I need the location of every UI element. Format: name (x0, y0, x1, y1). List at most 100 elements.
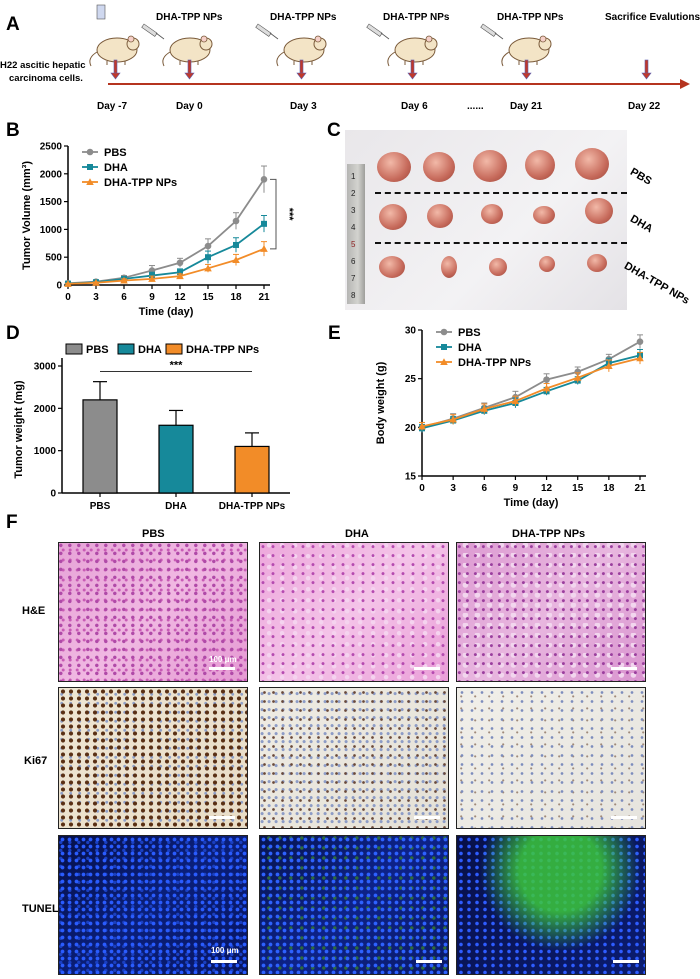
data-point (204, 264, 212, 272)
injection-label: DHA-TPP NPs (156, 12, 223, 23)
y-tick-label: 2000 (40, 169, 63, 180)
y-tick-label: 500 (45, 253, 62, 264)
legend-label: DHA-TPP NPs (186, 344, 259, 356)
micro-row-label: H&E (22, 605, 46, 617)
x-tick-label: 21 (258, 292, 270, 303)
day-label: Day 21 (510, 101, 543, 112)
y-axis-label: Body weight (g) (375, 361, 387, 444)
data-point (636, 354, 644, 362)
syringe-icon (141, 23, 165, 40)
micro-col-label: DHA (345, 528, 369, 540)
tumor (379, 204, 407, 230)
y-tick-label: 2000 (34, 404, 57, 415)
data-point (418, 422, 426, 430)
data-point (511, 397, 520, 405)
photo-row-label: PBS (628, 166, 654, 188)
photo-row-label: DHA (628, 213, 655, 236)
tumor (481, 204, 503, 224)
bar (234, 445, 270, 494)
x-tick-label: 18 (603, 483, 615, 494)
scale-label: 100 μm (211, 946, 239, 955)
legend-swatch (65, 343, 83, 355)
tunel-pbs-image: 100 μm (58, 835, 248, 975)
x-tick-label: 3 (93, 292, 99, 303)
tumor (539, 256, 555, 272)
tumor (377, 152, 411, 182)
x-tick-label: 12 (541, 483, 553, 494)
day-label: Day 3 (290, 101, 317, 112)
data-point (232, 217, 240, 225)
x-tick-label: 0 (65, 292, 71, 303)
data-point (605, 362, 613, 370)
legend-label: DHA (458, 342, 482, 354)
x-tick-label: 9 (513, 483, 519, 494)
he-pbs-image: 100 μm (58, 542, 248, 682)
legend-label: PBS (86, 344, 109, 356)
data-point (120, 276, 128, 284)
y-tick-label: 0 (50, 489, 56, 500)
x-tick-label: DHA-TPP NPs (219, 501, 286, 512)
legend-label: PBS (104, 147, 127, 159)
day-label: Day 6 (401, 101, 428, 112)
tumor (585, 198, 613, 224)
data-point (543, 376, 550, 383)
row-divider (375, 242, 627, 244)
data-point (205, 254, 211, 261)
bar (82, 399, 118, 494)
x-tick-label: 9 (149, 292, 155, 303)
day-label: Day 0 (176, 101, 203, 112)
data-point (480, 405, 489, 412)
panel-letter-b: B (6, 120, 20, 141)
tumor-volume-chart: 0 500 1000 1500 2000 2500 0 3 6 9 12 15 18 21 Time (da… (21, 142, 295, 319)
data-point (441, 344, 447, 350)
data-point (542, 384, 551, 392)
data-point (440, 328, 448, 336)
data-point (232, 256, 240, 263)
data-point (574, 368, 582, 376)
timeline-panel: H22 ascitic hepatic carcinoma cells. DHA… (0, 0, 700, 115)
legend-swatch (165, 343, 183, 355)
y-tick-label: 30 (405, 326, 417, 337)
photo-row-label: DHA-TPP NPs (622, 260, 692, 307)
ki67-dha-image (259, 687, 449, 829)
panel-letter-e: E (328, 323, 341, 344)
body-weight-chart: 15 20 25 30 0 3 6 9 12 15 18 21 Time (day) Body weigh… (375, 326, 646, 509)
legend-label: DHA-TPP NPs (104, 177, 177, 189)
significance-stars: *** (170, 360, 184, 372)
syringe-icon (366, 23, 390, 40)
series-line (421, 354, 641, 430)
timeline-arrows (110, 59, 652, 80)
timeline-graphic (89, 4, 690, 89)
data-point (64, 280, 72, 287)
tumor (427, 204, 453, 228)
y-tick-label: 1500 (40, 197, 63, 208)
tumor (379, 256, 405, 278)
panel-letter-f: F (6, 512, 18, 533)
tunel-tpp-image (456, 835, 646, 975)
injection-label: DHA-TPP NPs (383, 12, 450, 23)
y-tick-label: 3000 (34, 362, 57, 373)
tumor (525, 150, 555, 180)
tunel-dha-image (259, 835, 449, 975)
tumor (575, 148, 609, 180)
ki67-pbs-image (58, 687, 248, 829)
day-label: Day -7 (97, 101, 128, 112)
series-line (421, 357, 641, 428)
bar (158, 424, 194, 494)
legend-label: DHA (138, 344, 162, 356)
vial-icon (96, 4, 106, 20)
y-tick-label: 20 (405, 423, 417, 434)
data-point (440, 358, 448, 365)
series-line (67, 223, 265, 285)
day-ellipsis: ...... (467, 101, 484, 112)
panel-letter-d: D (6, 323, 20, 344)
micro-col-label: PBS (142, 528, 165, 540)
tumor-weight-chart: 0 1000 2000 3000 Tumor weight (mg) PBS DHA DHA-… (13, 343, 290, 512)
data-point (148, 275, 156, 282)
scale-label: 100 μm (209, 655, 237, 664)
tumor (489, 258, 507, 276)
micro-row-label: TUNEL (22, 903, 59, 915)
data-point (261, 220, 267, 227)
